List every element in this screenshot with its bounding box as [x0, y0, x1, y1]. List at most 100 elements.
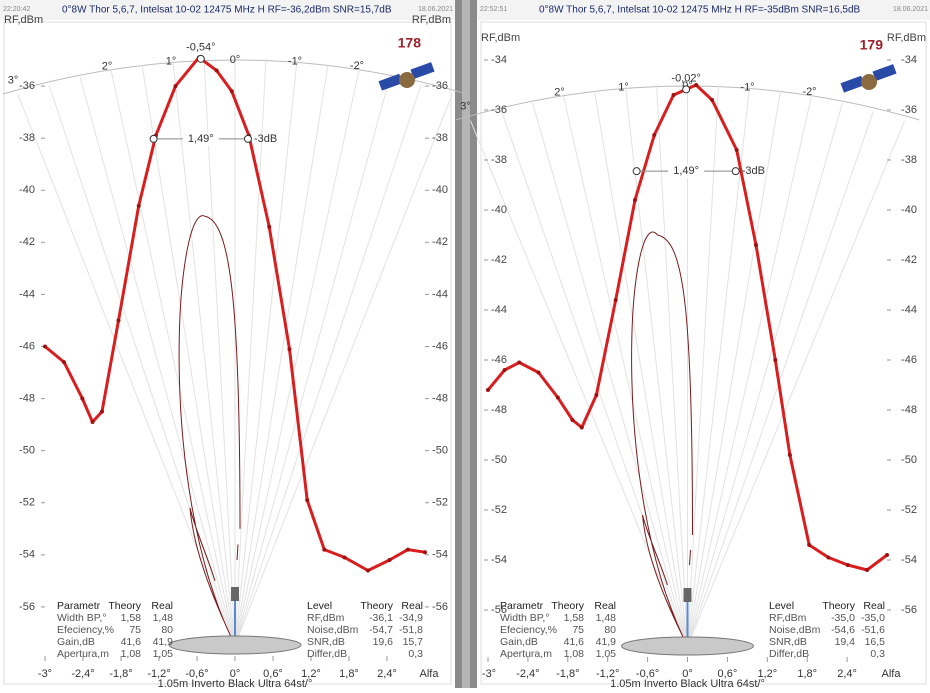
arc-label: 2°	[554, 87, 565, 99]
dish	[169, 636, 301, 654]
y-tick-label-right: -50	[901, 454, 917, 466]
table-cell: 41,6	[121, 636, 142, 648]
rf-point	[267, 225, 271, 229]
rf-point	[517, 361, 521, 365]
table-cell: 41,9	[596, 636, 617, 648]
y-tick-label: -54	[491, 554, 507, 566]
table-cell: 75	[572, 624, 584, 636]
table-cell: SNR,dB	[769, 636, 807, 648]
table-cell: -54,6	[831, 624, 855, 636]
rf-point	[570, 418, 574, 422]
peak-marker	[197, 55, 204, 62]
table-header: Level	[769, 600, 794, 612]
arc-label: 0°	[230, 54, 241, 66]
table-cell: RF,dBm	[307, 612, 345, 624]
y-tick-label: -40	[491, 204, 507, 216]
x-tick-label: -1,8°	[556, 668, 579, 680]
table-header: Real	[151, 600, 173, 612]
y-tick-label: -44	[491, 304, 507, 316]
table-cell: RF,dBm	[769, 612, 807, 624]
y-axis-title-right: RF,dBm	[412, 14, 451, 26]
rf-point	[91, 420, 95, 424]
rf-point	[580, 426, 584, 430]
rf-point	[43, 345, 47, 349]
table-cell: 0,3	[408, 648, 423, 660]
y-axis-title-right: RF,dBm	[887, 32, 926, 44]
y-tick-label: -52	[19, 497, 35, 509]
arc-label: -2°	[802, 86, 816, 98]
table-cell: 1,08	[121, 648, 142, 660]
table-cell: Apertura,m	[57, 648, 109, 660]
level-label: -3dB	[742, 165, 765, 177]
sat-body	[399, 72, 415, 88]
y-tick-label-right: -38	[901, 154, 917, 166]
table-cell: 15,7	[403, 636, 424, 648]
rf-point	[537, 371, 541, 375]
rf-point	[710, 98, 714, 102]
rf-point	[556, 396, 560, 400]
table-cell: 75	[129, 624, 141, 636]
rf-point	[826, 556, 830, 560]
beamwidth-label: 1,49°	[673, 165, 699, 177]
table-header: Theory	[822, 600, 855, 612]
header-date: 18.06.2021	[893, 6, 928, 13]
arc-label: 2°	[102, 61, 113, 73]
y-tick-label: -42	[19, 236, 35, 248]
dish-lnb	[231, 587, 239, 601]
y-tick-label-right: -56	[901, 604, 917, 616]
y-tick-label-right: -46	[901, 354, 917, 366]
counter: 178	[398, 35, 422, 51]
x-end-label: Alfa	[882, 668, 902, 680]
x-tick-label: 2,4°	[377, 668, 397, 680]
peak-label: -0,02°	[671, 72, 700, 84]
sat-body	[861, 74, 877, 90]
rf-point	[672, 93, 676, 97]
table-cell: 1,05	[596, 648, 617, 660]
x-tick-label: -3°	[38, 668, 52, 680]
arc-label: 1°	[166, 56, 177, 68]
table-cell: 0,3	[870, 648, 885, 660]
rf-point	[423, 550, 427, 554]
rf-point	[652, 133, 656, 137]
y-tick-label-right: -48	[432, 392, 448, 404]
rf-point	[846, 563, 850, 567]
y-tick-label: -54	[19, 549, 35, 561]
table-cell: Gain,dB	[500, 636, 538, 648]
table-header: Theory	[108, 600, 141, 612]
x-tick-label: 1,8°	[339, 668, 359, 680]
rf-point	[305, 498, 309, 502]
rf-point	[388, 558, 392, 562]
table-cell: 41,6	[564, 636, 585, 648]
table-header: Real	[401, 600, 423, 612]
y-tick-label-right: -48	[901, 404, 917, 416]
rf-point	[885, 553, 889, 557]
rf-point	[230, 89, 234, 93]
y-axis-title-left: RF,dBm	[4, 14, 43, 26]
y-tick-label: -48	[19, 392, 35, 404]
rf-point	[322, 548, 326, 552]
rf-point	[406, 548, 410, 552]
table-cell: Width BP,°	[57, 612, 107, 624]
arc-label: 3°	[8, 74, 19, 86]
counter: 179	[860, 37, 884, 53]
y-tick-label: -50	[491, 454, 507, 466]
rf-point	[807, 543, 811, 547]
y-tick-label: -52	[491, 504, 507, 516]
header-title: 0°8W Thor 5,6,7, Intelsat 10-02 12475 MH…	[62, 5, 392, 16]
x-end-label: Alfa	[420, 668, 440, 680]
y-tick-label: -46	[491, 354, 507, 366]
table-cell: Efeciency,%	[500, 624, 557, 636]
arc-label: -1°	[740, 81, 754, 93]
table-cell: 41,9	[153, 636, 174, 648]
rf-point	[287, 347, 291, 351]
table-cell: 80	[161, 624, 173, 636]
rf-point	[62, 360, 66, 364]
arc-label: -1°	[288, 55, 302, 67]
table-cell: Differ,dB	[769, 648, 809, 660]
y-tick-label: -36	[19, 80, 35, 92]
table-header: Real	[594, 600, 616, 612]
table-cell: 16,5	[865, 636, 886, 648]
x-axis-title: 1.05m Inverto Black Ultra 64st/°	[610, 678, 765, 688]
y-tick-label-right: -46	[432, 340, 448, 352]
